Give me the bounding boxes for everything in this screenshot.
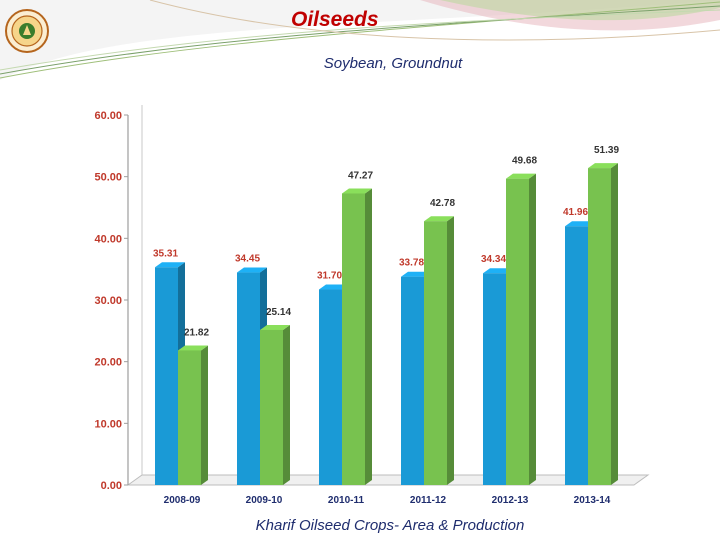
chart-caption: Kharif Oilseed Crops- Area & Production xyxy=(255,517,525,534)
bar-top xyxy=(588,163,618,169)
data-label: 41.96 xyxy=(563,207,588,218)
data-label: 47.27 xyxy=(348,171,373,182)
production-bar-2013-14 xyxy=(588,168,611,485)
bar-top xyxy=(565,221,595,227)
bar-top xyxy=(260,324,290,330)
bar-top xyxy=(319,284,349,290)
data-label: 35.31 xyxy=(153,248,178,259)
data-label: 51.39 xyxy=(594,145,619,156)
x-tick-label: 2010-11 xyxy=(328,495,365,506)
area-bar-2008-09 xyxy=(155,267,178,485)
data-label: 34.45 xyxy=(235,254,260,265)
data-label: 42.78 xyxy=(430,198,455,209)
data-label: 21.82 xyxy=(184,327,209,338)
y-tick-label: 0.00 xyxy=(101,480,122,492)
header-banner xyxy=(0,0,720,80)
bar-top xyxy=(506,173,536,179)
university-emblem-icon xyxy=(5,9,49,53)
bar-side xyxy=(529,173,536,485)
y-tick-label: 20.00 xyxy=(94,357,122,369)
data-label: 49.68 xyxy=(512,156,537,167)
bar-top xyxy=(342,188,372,194)
x-tick-label: 2012-13 xyxy=(492,495,529,506)
bar-side xyxy=(447,216,454,485)
area-bar-2010-11 xyxy=(319,289,342,485)
bar-top xyxy=(401,271,431,277)
x-tick-label: 2013-14 xyxy=(574,495,611,506)
data-label: 25.14 xyxy=(266,307,291,318)
slide-title: Oilseeds xyxy=(291,8,379,31)
bar-side xyxy=(611,163,618,485)
production-bar-2008-09 xyxy=(178,350,201,485)
x-tick-label: 2009-10 xyxy=(246,495,283,506)
production-bar-2011-12 xyxy=(424,221,447,485)
y-tick-label: 10.00 xyxy=(94,418,122,430)
area-bar-2009-10 xyxy=(237,272,260,485)
bar-top xyxy=(155,262,185,268)
bar-side xyxy=(365,188,372,486)
bar-top xyxy=(424,216,454,222)
production-bar-2010-11 xyxy=(342,193,365,486)
area-bar-2012-13 xyxy=(483,273,506,485)
y-tick-label: 40.00 xyxy=(94,233,122,245)
bar-top xyxy=(178,345,208,351)
bar-side xyxy=(201,345,208,485)
y-tick-label: 60.00 xyxy=(94,110,122,122)
area-bar-2013-14 xyxy=(565,226,588,485)
production-bar-2012-13 xyxy=(506,178,529,485)
data-label: 33.78 xyxy=(399,258,424,269)
data-label: 31.70 xyxy=(317,271,342,282)
production-bar-2009-10 xyxy=(260,329,283,485)
y-tick-label: 30.00 xyxy=(94,295,122,307)
bar-side xyxy=(283,324,290,485)
bar-top xyxy=(237,267,267,273)
x-tick-label: 2011-12 xyxy=(410,495,447,506)
data-label: 34.34 xyxy=(481,254,506,265)
bar-top xyxy=(483,268,513,274)
x-tick-label: 2008-09 xyxy=(164,495,201,506)
y-tick-label: 50.00 xyxy=(94,172,122,184)
area-bar-2011-12 xyxy=(401,276,424,485)
chart-subtitle: Soybean, Groundnut xyxy=(323,55,463,72)
